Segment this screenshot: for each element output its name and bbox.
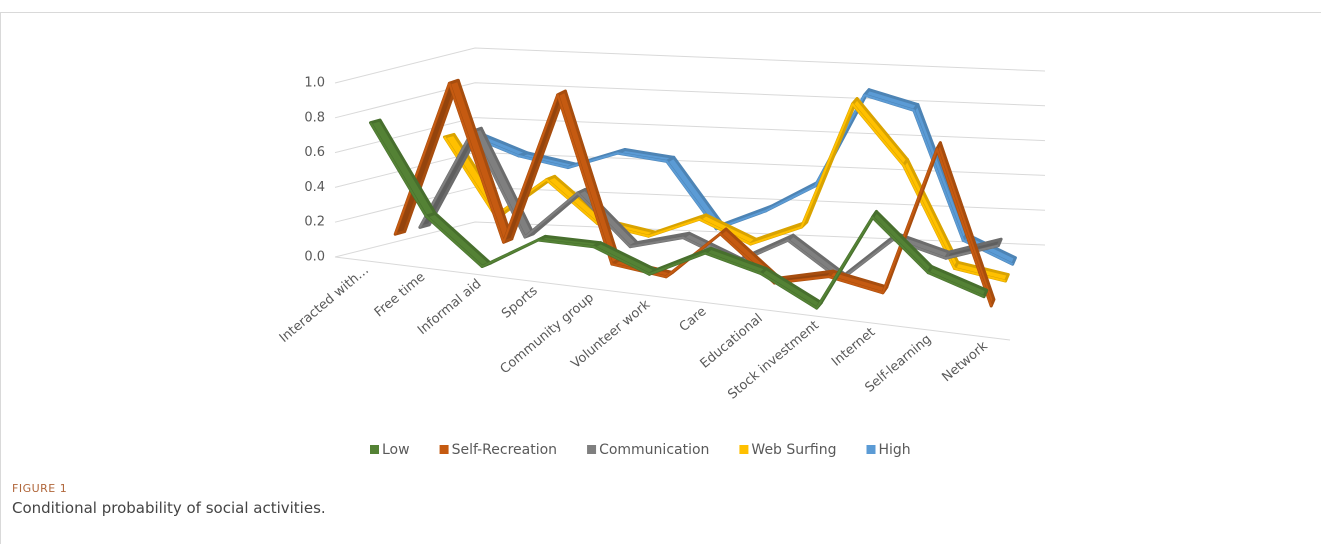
legend-label: Web Surfing [751,442,836,458]
ribbon-face [592,241,658,276]
category-axis [334,256,1011,341]
y-tick-label: 0.4 [304,180,325,195]
x-tick-label: Care [677,304,710,335]
x-tick-label: Educational [698,311,766,372]
legend-swatch [866,445,876,454]
x-tick-label: Network [939,338,991,385]
figure-label: FIGURE 1 [12,482,68,495]
figure-frame [0,12,1321,544]
chart: 0.0 0.2 0.4 0.6 0.8 1.0 Interacted with… Free t… [277,47,1046,458]
legend-label: Low [382,442,410,458]
grid-line [334,186,1046,223]
figure-caption: Conditional probability of social activi… [12,499,326,517]
grid-line [334,221,1046,258]
legend-swatch [370,445,379,454]
legend-swatch [587,445,597,454]
y-tick-label: 0.8 [304,110,325,125]
ribbon-face [912,103,969,242]
legend-label: Self-Recreation [452,442,557,458]
series-line [468,94,1014,266]
ribbon-face [851,97,909,167]
legend-label: Communication [599,442,709,458]
x-tick-label: Interacted with… [277,263,372,346]
legend-swatch [439,445,449,454]
legend-label: High [879,442,911,458]
x-tick-label: Free time [372,270,428,321]
x-tick-label: Sports [499,283,541,321]
series-line [369,122,985,310]
y-tick-label: 0.6 [304,145,325,160]
x-tick-label: Internet [829,325,878,370]
ribbon-face [424,211,492,268]
y-tick-label: 1.0 [304,76,325,91]
legend-swatch [739,445,749,454]
grid-line [334,47,1046,84]
grid-line [334,82,1046,119]
y-tick-label: 0.0 [304,250,325,265]
x-tick-label: Self-learning [862,332,934,396]
y-tick-label: 0.2 [304,215,325,230]
x-tick-label: Informal aid [415,277,484,339]
